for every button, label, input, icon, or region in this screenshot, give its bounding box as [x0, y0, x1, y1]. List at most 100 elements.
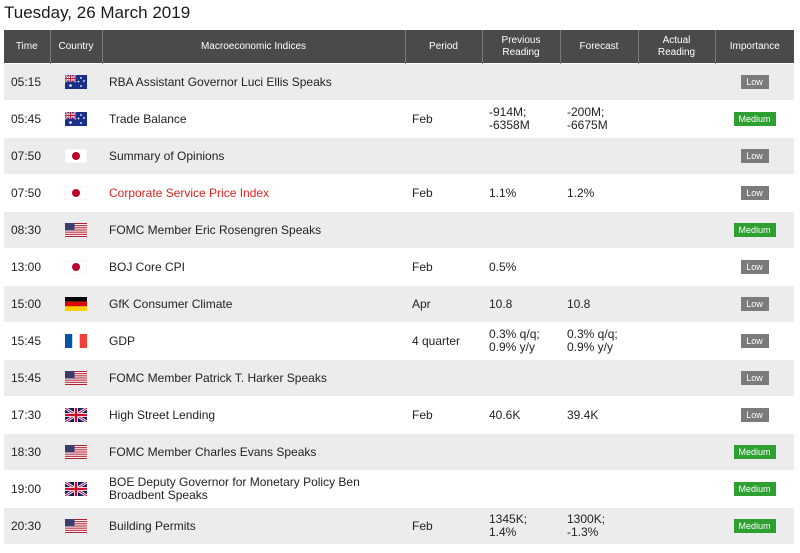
- japan-flag-icon: [65, 149, 87, 163]
- cell-country: [50, 100, 102, 138]
- cell-time: 15:00: [4, 285, 50, 323]
- forecast-line1: 10.8: [567, 296, 591, 311]
- usa-flag-icon: [65, 445, 87, 459]
- table-row: 05:45 Trade Balance Feb -914M; -6358M -200M; -…: [4, 100, 794, 138]
- cell-country: [50, 322, 102, 360]
- previous-line2: 1.4%: [489, 525, 517, 539]
- header-forecast: Forecast: [559, 30, 638, 64]
- cell-event[interactable]: Corporate Service Price Index: [102, 174, 405, 212]
- previous-line1: 1345K;: [489, 512, 528, 526]
- importance-badge: Medium: [733, 445, 776, 459]
- australia-flag-icon: [65, 112, 87, 126]
- cell-event[interactable]: RBA Assistant Governor Luci Ellis Speaks: [102, 63, 405, 101]
- previous-line2: -6358M: [489, 118, 530, 132]
- cell-event[interactable]: BOJ Core CPI: [102, 248, 405, 286]
- cell-actual: [638, 100, 715, 138]
- importance-badge: Medium: [733, 519, 776, 533]
- cell-actual: [638, 433, 715, 471]
- table-row: 18:30 FOMC Member Charles Evans Speaks Med…: [4, 433, 794, 471]
- importance-badge: Low: [740, 334, 769, 348]
- cell-previous: [482, 433, 560, 471]
- cell-forecast: -200M; -6675M: [560, 100, 638, 138]
- forecast-line1: 1.2%: [567, 185, 595, 200]
- header-previous-line1: Previous: [501, 34, 541, 46]
- cell-event[interactable]: High Street Lending: [102, 396, 405, 434]
- cell-previous: [482, 359, 560, 397]
- table-row: 15:45 GDP 4 quarter 0.3% q/q; 0.9% y/y 0.3% q…: [4, 322, 794, 360]
- table-row: 17:30 High Street Lending Feb 40.6K 39.4K Low: [4, 396, 794, 434]
- cell-time: 20:30: [4, 507, 50, 544]
- cell-period: [405, 359, 482, 397]
- previous-line1: 40.6K: [489, 407, 521, 422]
- cell-actual: [638, 174, 715, 212]
- cell-importance: Low: [715, 359, 794, 397]
- cell-previous: -914M; -6358M: [482, 100, 560, 138]
- importance-badge: Low: [740, 408, 769, 422]
- germany-flag-icon: [65, 297, 87, 311]
- cell-country: [50, 248, 102, 286]
- cell-period: [405, 63, 482, 101]
- cell-event[interactable]: Trade Balance: [102, 100, 405, 138]
- importance-badge: Low: [740, 75, 769, 89]
- cell-importance: Medium: [715, 100, 794, 138]
- cell-importance: Low: [715, 248, 794, 286]
- cell-period: 4 quarter: [405, 322, 482, 360]
- cell-forecast: 10.8: [560, 285, 638, 323]
- cell-forecast: 1300K; -1.3%: [560, 507, 638, 544]
- cell-actual: [638, 285, 715, 323]
- cell-actual: [638, 507, 715, 544]
- cell-country: [50, 285, 102, 323]
- header-actual: Actual Reading: [637, 30, 715, 64]
- table-row: 08:30 FOMC Member Eric Rosengren Speaks Me…: [4, 211, 794, 249]
- cell-event[interactable]: Building Permits: [102, 507, 405, 544]
- cell-previous: [482, 211, 560, 249]
- importance-badge: Low: [740, 297, 769, 311]
- header-time: Time: [4, 30, 50, 64]
- usa-flag-icon: [65, 223, 87, 237]
- table-row: 07:50 Summary of Opinions Low: [4, 137, 794, 175]
- cell-period: [405, 470, 482, 508]
- cell-previous: 1.1%: [482, 174, 560, 212]
- cell-forecast: 0.3% q/q; 0.9% y/y: [560, 322, 638, 360]
- cell-event[interactable]: GDP: [102, 322, 405, 360]
- importance-badge: Low: [740, 186, 769, 200]
- cell-time: 13:00: [4, 248, 50, 286]
- cell-period: Apr: [405, 285, 482, 323]
- cell-country: [50, 359, 102, 397]
- forecast-line1: 0.3% q/q;: [567, 327, 618, 341]
- cell-forecast: [560, 470, 638, 508]
- header-actual-line1: Actual: [662, 34, 691, 46]
- cell-importance: Low: [715, 137, 794, 175]
- cell-event[interactable]: FOMC Member Eric Rosengren Speaks: [102, 211, 405, 249]
- uk-flag-icon: [65, 482, 87, 496]
- cell-event[interactable]: FOMC Member Patrick T. Harker Speaks: [102, 359, 405, 397]
- cell-previous: 0.5%: [482, 248, 560, 286]
- cell-event[interactable]: Summary of Opinions: [102, 137, 405, 175]
- cell-importance: Medium: [715, 507, 794, 544]
- cell-event[interactable]: BOE Deputy Governor for Monetary Policy …: [102, 470, 405, 508]
- cell-forecast: [560, 433, 638, 471]
- cell-forecast: [560, 137, 638, 175]
- cell-period: Feb: [405, 248, 482, 286]
- importance-badge: Low: [740, 371, 769, 385]
- forecast-line1: 1300K;: [567, 512, 606, 526]
- forecast-line2: -6675M: [567, 118, 608, 132]
- table-row: 05:15 RBA Assistant Governor Luci Ellis S…: [4, 63, 794, 101]
- previous-line1: 0.3% q/q;: [489, 327, 540, 341]
- cell-event[interactable]: GfK Consumer Climate: [102, 285, 405, 323]
- cell-forecast: 1.2%: [560, 174, 638, 212]
- cell-actual: [638, 396, 715, 434]
- forecast-line2: -1.3%: [567, 525, 599, 539]
- cell-event[interactable]: FOMC Member Charles Evans Speaks: [102, 433, 405, 471]
- cell-period: Feb: [405, 507, 482, 544]
- usa-flag-icon: [65, 519, 87, 533]
- cell-period: [405, 433, 482, 471]
- cell-forecast: [560, 248, 638, 286]
- importance-badge: Low: [740, 149, 769, 163]
- cell-previous: 0.3% q/q; 0.9% y/y: [482, 322, 560, 360]
- cell-importance: Low: [715, 174, 794, 212]
- previous-line1: 0.5%: [489, 259, 517, 274]
- cell-actual: [638, 359, 715, 397]
- japan-flag-icon: [65, 260, 87, 274]
- cell-actual: [638, 248, 715, 286]
